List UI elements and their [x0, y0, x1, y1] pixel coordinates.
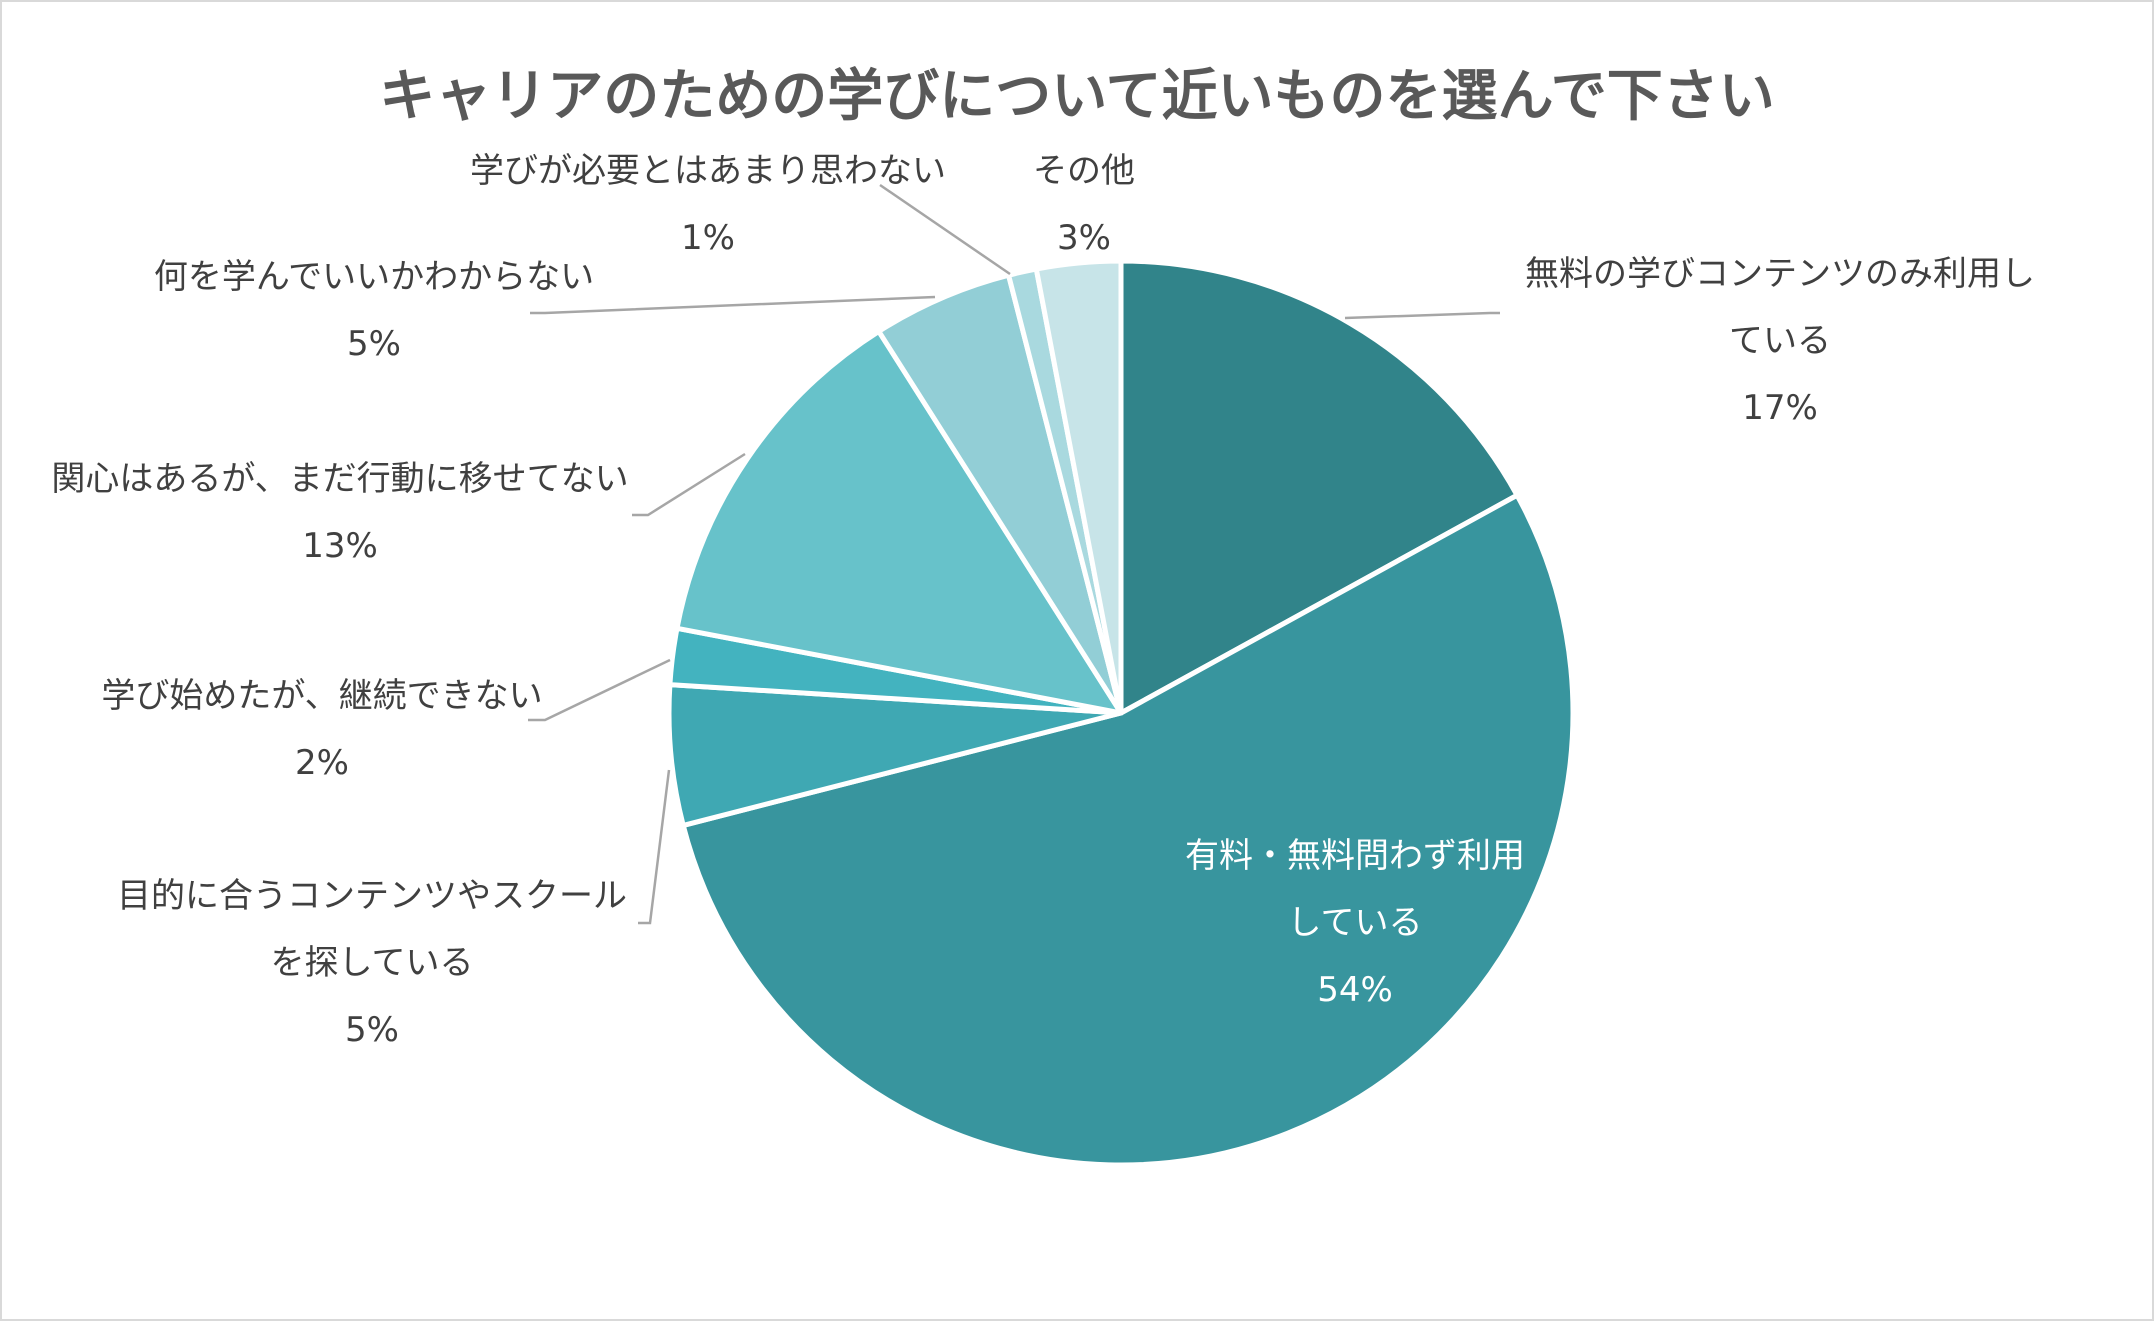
slice-label-5-line-1: 関心はあるが、まだ行動に移せてない	[51, 459, 628, 499]
slice-label-3-line-2: を探している	[271, 943, 474, 983]
slice-label-4-line-1: 学び始めたが、継続できない	[101, 676, 542, 716]
pie-slice-6	[876, 272, 1124, 716]
slice-label-2-line-1: 有料・無料問わず利用	[1185, 836, 1525, 876]
slice-label-2-line-2: している	[1288, 903, 1423, 943]
leader-line-5	[632, 452, 746, 517]
slice-percent-2: 54%	[1317, 970, 1393, 1010]
slice-percent-8: 3%	[1057, 218, 1111, 258]
leader-line-4	[528, 658, 671, 722]
slice-percent-1: 17%	[1742, 388, 1818, 428]
pie-slice-8	[1033, 258, 1124, 716]
chart-title: キャリアのための学びについて近いものを選んで下さい	[379, 64, 1775, 129]
slice-percent-3: 5%	[345, 1010, 399, 1050]
leader-line-6	[530, 295, 936, 315]
slice-percent-5: 13%	[302, 526, 378, 566]
slice-label-1-line-1: 無料の学びコンテンツのみ利用し	[1525, 254, 2035, 294]
slice-percent-7: 1%	[681, 218, 735, 258]
pie-slice-5	[674, 328, 1124, 716]
slice-label-6-line-1: 何を学んでいいかわからない	[154, 257, 594, 297]
pie-slices	[666, 258, 1576, 1168]
leader-line-7	[879, 183, 1011, 276]
leader-lines	[528, 183, 1500, 925]
slice-label-8-line-1: その他	[1033, 151, 1135, 191]
leader-line-3	[638, 769, 671, 925]
slice-percent-4: 2%	[295, 743, 349, 783]
slice-label-1-line-2: ている	[1729, 321, 1831, 361]
pie-slice-1	[1118, 258, 1520, 716]
slice-label-3-line-1: 目的に合うコンテンツやスクール	[117, 876, 627, 916]
pie-slice-3	[666, 682, 1124, 828]
pie-slice-2	[680, 492, 1576, 1168]
leader-line-1	[1344, 311, 1500, 320]
slice-percent-6: 5%	[347, 324, 401, 364]
slice-label-7-line-1: 学びが必要とはあまり思わない	[470, 151, 946, 191]
